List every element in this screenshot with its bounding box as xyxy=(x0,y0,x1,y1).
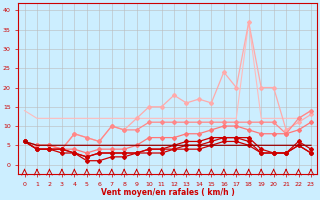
X-axis label: Vent moyen/en rafales ( km/h ): Vent moyen/en rafales ( km/h ) xyxy=(101,188,235,197)
